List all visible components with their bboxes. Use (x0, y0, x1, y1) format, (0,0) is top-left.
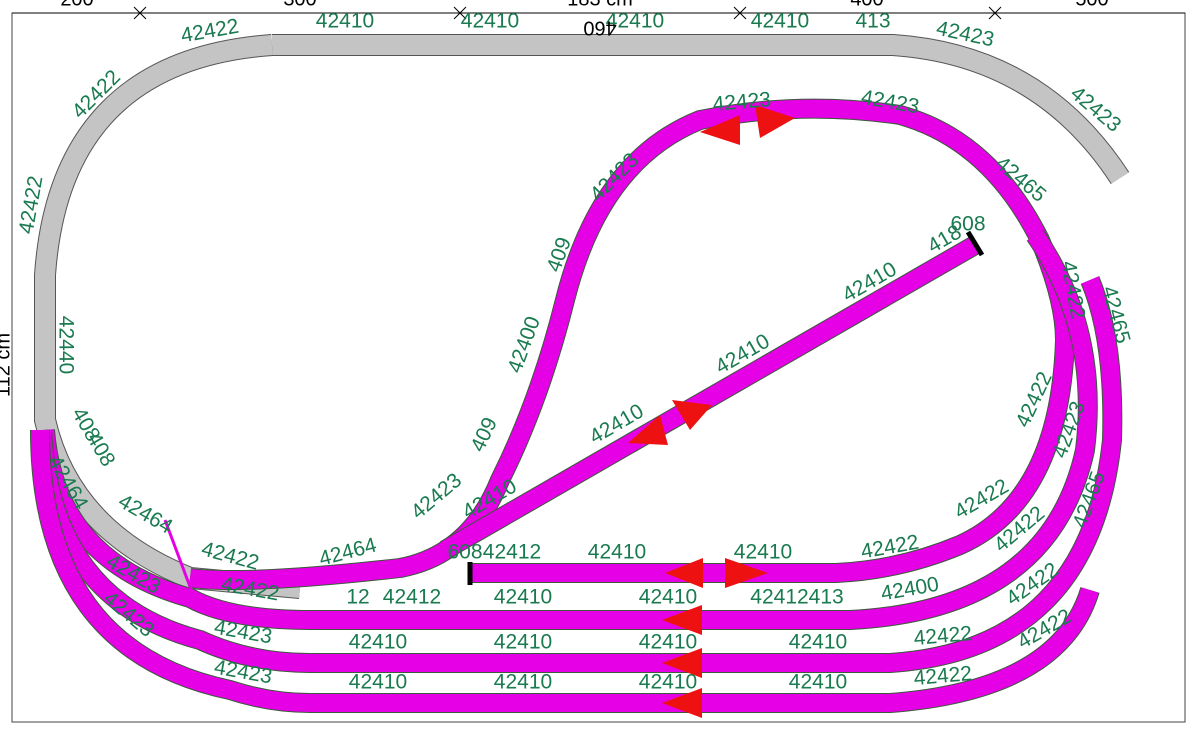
ruler-mark: 400 (850, 0, 883, 10)
direction-arrows (628, 105, 795, 718)
track-label: 12 (346, 586, 369, 609)
track-label: 42423 (712, 88, 772, 116)
track-label: 409 (466, 414, 502, 455)
track-label: 42440 (54, 316, 77, 374)
gray-loop (34, 34, 1130, 599)
track-label: 42410 (494, 671, 552, 694)
magenta-tracks (30, 98, 1123, 713)
ruler-marks (133, 6, 1002, 20)
ruler-side: 112 cm (0, 333, 14, 397)
track-label: 42410 (639, 586, 697, 609)
track-label: 608 (950, 213, 985, 236)
track-label: 42410 (316, 10, 374, 33)
track-label: 42410 (751, 10, 809, 33)
track-label: 42423 (407, 469, 467, 524)
track-label: 42410 (494, 586, 552, 609)
ruler-labels: 200 300 183 cm 400 500 460 112 cm (0, 0, 1109, 397)
track-label: 42410 (461, 10, 519, 33)
track-label: 42412 (483, 541, 541, 564)
ruler-mirrored: 460 (583, 17, 616, 39)
track-label: 42410 (789, 671, 847, 694)
track-label: 42410 (789, 631, 847, 654)
track-label: 42410 (349, 631, 407, 654)
ruler-mark: 300 (283, 0, 316, 10)
track-label: 42410 (349, 671, 407, 694)
track-label: 413 (855, 10, 890, 33)
track-label: 42410 (606, 10, 664, 33)
ruler-mark: 200 (60, 0, 93, 10)
track-labels: 42422 42410 42410 42410 42410 413 42423 42423 42… (15, 10, 1135, 694)
track-label: 42422 (913, 662, 973, 690)
track-label: 42410 (639, 671, 697, 694)
track-label: 608 (447, 541, 482, 564)
track-label: 42410 (639, 631, 697, 654)
track-label: 42412 (383, 586, 441, 609)
track-label: 42410 (588, 541, 646, 564)
ruler-mark: 500 (1075, 0, 1108, 10)
track-label: 42410 (734, 541, 792, 564)
track-label: 42422 (913, 622, 973, 650)
track-label: 42410 (494, 631, 552, 654)
track-label: 42412413 (750, 586, 843, 609)
ruler-mark: 183 cm (567, 0, 633, 10)
